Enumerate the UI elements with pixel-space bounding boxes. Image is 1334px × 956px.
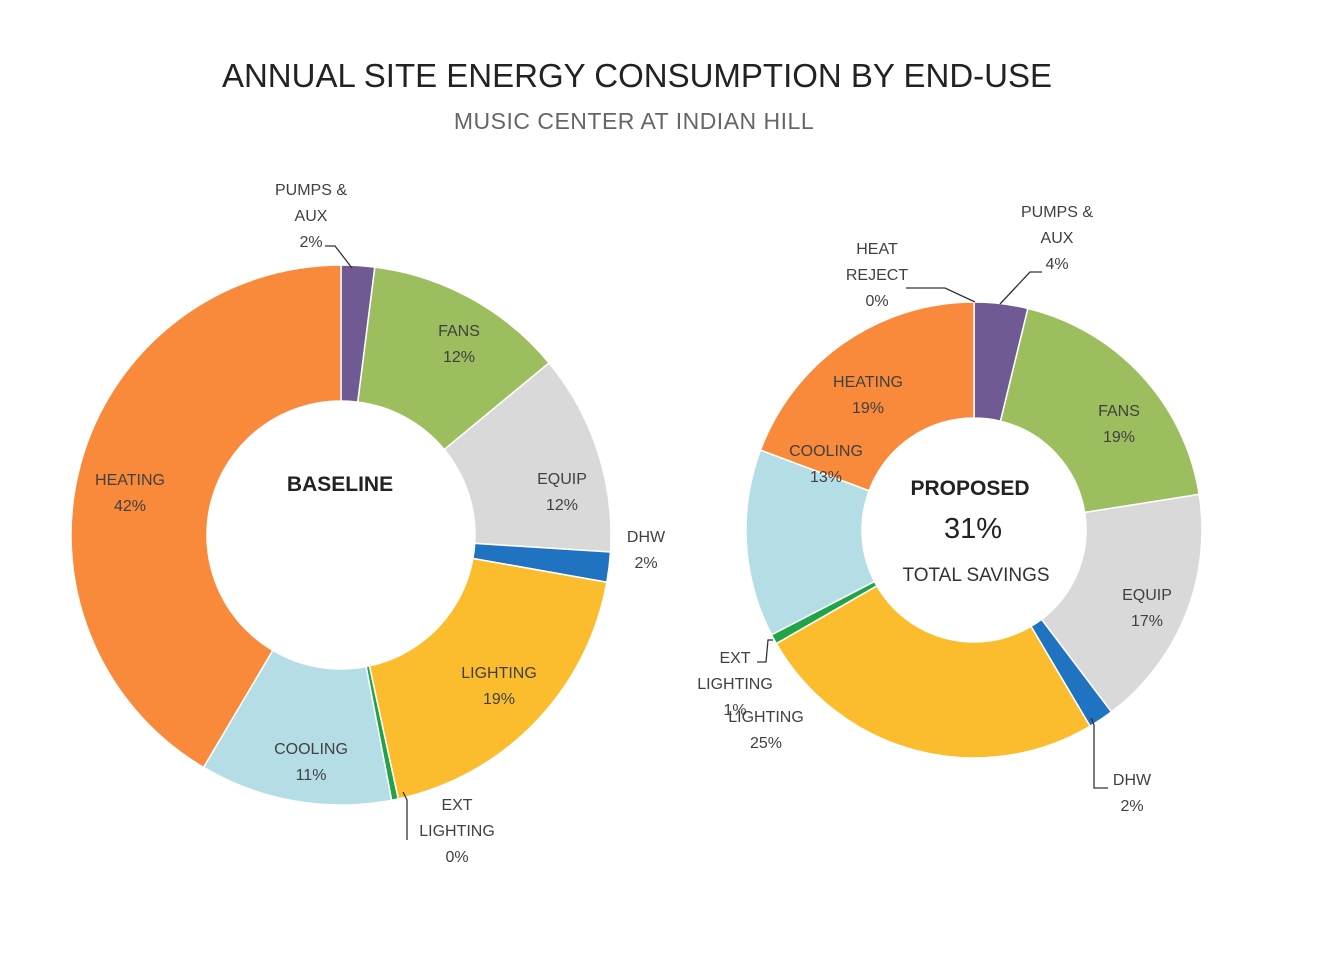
- baseline-label-pumps-pct: 2%: [299, 234, 322, 251]
- baseline-label-pumps-name: AUX: [295, 208, 328, 225]
- baseline-label-equip-pct: 12%: [546, 497, 578, 514]
- proposed-label-heatreject-name: HEAT: [856, 241, 898, 258]
- proposed-label-fans-pct: 19%: [1103, 429, 1135, 446]
- baseline-label-fans-pct: 12%: [443, 349, 475, 366]
- proposed-label-dhw-pct: 2%: [1120, 798, 1143, 815]
- data-labels: PUMPS & AUX 2% FANS 12% EQUIP 12% DHW 2% LIGHTING…: [95, 182, 1172, 866]
- baseline-label-lighting-pct: 19%: [483, 691, 515, 708]
- proposed-label-heatreject-name: REJECT: [846, 267, 908, 284]
- baseline-donut: [70, 264, 612, 806]
- proposed-label-equip-pct: 17%: [1131, 613, 1163, 630]
- proposed-label-pumps-pct: 4%: [1045, 256, 1068, 273]
- baseline-label-heating-pct: 42%: [114, 498, 146, 515]
- baseline-label-extlighting-name: LIGHTING: [419, 823, 495, 840]
- proposed-label-dhw-name: DHW: [1113, 772, 1152, 789]
- proposed-label-equip-name: EQUIP: [1122, 587, 1172, 604]
- proposed-label-heating-pct: 19%: [852, 400, 884, 417]
- chart-title: ANNUAL SITE ENERGY CONSUMPTION BY END-US…: [222, 57, 1052, 94]
- proposed-label-cooling-name: COOLING: [789, 443, 863, 460]
- chart-subtitle: MUSIC CENTER AT INDIAN HILL: [454, 108, 814, 134]
- proposed-center-label: PROPOSED: [910, 477, 1029, 500]
- baseline-label-cooling-name: COOLING: [274, 741, 348, 758]
- proposed-slice-heating: [759, 301, 975, 492]
- proposed-pumps-leader: [999, 271, 1042, 305]
- proposed-label-lighting-pct: 25%: [750, 735, 782, 752]
- proposed-slice-lighting: [775, 584, 1092, 759]
- baseline-label-pumps-name: PUMPS &: [275, 182, 347, 199]
- baseline-slice-heating: [70, 264, 342, 769]
- proposed-label-fans-name: FANS: [1098, 403, 1140, 420]
- proposed-donut: [745, 301, 1203, 759]
- baseline-label-extlighting-name: EXT: [441, 797, 472, 814]
- proposed-label-cooling-pct: 13%: [810, 469, 842, 486]
- baseline-label-lighting-name: LIGHTING: [461, 665, 537, 682]
- proposed-label-extlighting-name: LIGHTING: [697, 676, 773, 693]
- baseline-slice-lighting: [368, 557, 608, 800]
- baseline-label-dhw-pct: 2%: [634, 555, 657, 572]
- baseline-label-dhw-name: DHW: [627, 529, 666, 546]
- baseline-label-cooling-pct: 11%: [296, 767, 327, 784]
- baseline-label-heating-name: HEATING: [95, 472, 165, 489]
- proposed-label-extlighting-name: EXT: [719, 650, 750, 667]
- baseline-label-equip-name: EQUIP: [537, 471, 587, 488]
- proposed-slice-equip: [1040, 493, 1203, 713]
- proposed-label-lighting-name: LIGHTING: [728, 709, 804, 726]
- proposed-savings-value: 31%: [944, 513, 1002, 545]
- proposed-dhw-leader: [1090, 717, 1108, 789]
- baseline-label-fans-name: FANS: [438, 323, 480, 340]
- proposed-savings-caption: TOTAL SAVINGS: [902, 565, 1049, 586]
- baseline-extlighting-leader: [402, 791, 408, 840]
- proposed-label-heatreject-pct: 0%: [865, 293, 888, 310]
- proposed-label-extlighting-pct: 1%: [723, 702, 746, 719]
- proposed-extlighting-leader: [757, 639, 773, 663]
- proposed-label-pumps-name: AUX: [1041, 230, 1074, 247]
- proposed-label-heating-name: HEATING: [833, 374, 903, 391]
- baseline-pumps-leader: [325, 245, 353, 269]
- baseline-label-extlighting-pct: 0%: [445, 849, 468, 866]
- proposed-heatreject-leader: [906, 287, 976, 303]
- proposed-slice-cooling: [745, 449, 876, 636]
- proposed-slice-fans: [999, 307, 1201, 514]
- baseline-center-label: BASELINE: [287, 473, 393, 496]
- proposed-label-pumps-name: PUMPS &: [1021, 204, 1093, 221]
